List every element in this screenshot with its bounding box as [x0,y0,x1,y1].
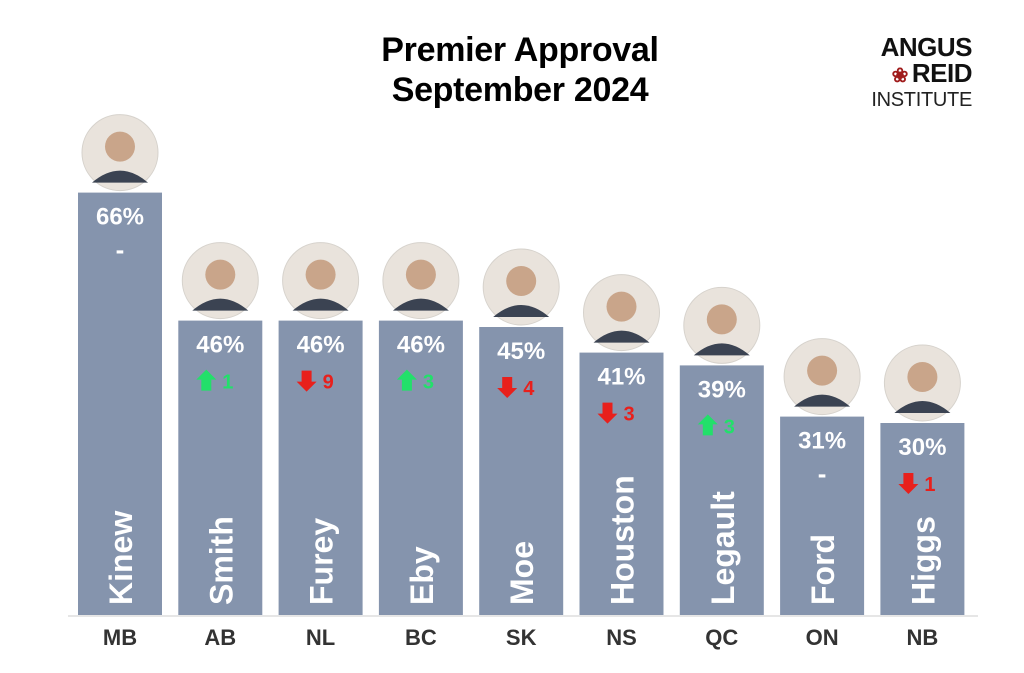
bar-bc [378,320,463,615]
change-label-sk: 4 [523,378,535,400]
premier-name-mb: Kinew [103,511,139,605]
change-label-ns: 3 [624,404,635,426]
value-label-ns: 41% [597,364,645,391]
premier-name-bc: Eby [404,546,440,605]
tick-label-on: ON [806,625,839,650]
avatar-face-ns [606,291,637,322]
value-label-qc: 39% [698,376,746,403]
change-label-nl: 9 [323,372,334,394]
value-label-nl: 46% [297,332,345,359]
tick-label-sk: SK [506,625,537,650]
avatar-face-on [807,355,838,386]
avatar-face-nb [907,362,938,392]
premier-name-qc: Legault [705,491,741,605]
premier-name-sk: Moe [504,541,540,605]
arrow-down-icon-nl [296,370,317,392]
avatar-face-mb [105,131,135,162]
avatar-face-ab [205,259,236,290]
avatar-body-ns [593,330,650,343]
value-label-on: 31% [798,428,846,455]
arrow-down-icon-sk [497,377,518,398]
value-label-nb: 30% [898,434,946,461]
bar-mb [78,192,162,615]
tick-label-nl: NL [306,625,335,650]
bar-on [780,416,865,615]
arrow-up-icon-bc [396,369,417,391]
premier-name-on: Ford [805,534,841,605]
bar-nl [278,320,363,615]
value-label-ab: 46% [196,332,244,359]
change-label-bc: 3 [423,372,434,394]
tick-label-qc: QC [705,625,738,650]
bar-nb [880,423,965,615]
avatar-body-on [794,394,851,407]
avatar-face-qc [706,304,737,335]
bar-ab [178,320,263,615]
tick-label-ab: AB [204,625,236,650]
arrow-down-icon-nb [898,473,919,494]
change-label-nb: 1 [924,474,935,496]
bar-sk [479,327,564,615]
change-label-on: - [818,459,827,489]
avatar-body-nb [894,401,951,413]
bar-ns [579,352,664,615]
title-line-2: September 2024 [391,71,649,109]
premier-name-ab: Smith [203,516,239,605]
premier-name-ns: Houston [605,475,641,605]
avatar-face-bc [405,259,436,290]
avatar-body-qc [693,343,750,356]
logo-line-2-wrap: ❀ REID [852,58,973,89]
logo-line-3: INSTITUTE [871,89,972,111]
avatar-body-nl [292,298,349,311]
value-label-mb: 66% [96,204,144,231]
logo-line-2: REID [911,58,973,88]
avatar-body-sk [493,305,550,317]
avatar-body-ab [192,298,249,311]
angus-reid-logo: ANGUS ❀ REID INSTITUTE [852,34,972,111]
tick-label-nb: NB [907,625,939,650]
avatar-face-sk [506,266,537,296]
value-label-bc: 46% [397,332,445,359]
avatar-body-mb [92,170,148,183]
arrow-up-icon-ab [196,369,217,391]
premier-name-nl: Furey [304,518,340,605]
tick-label-mb: MB [103,625,137,650]
change-label-qc: 3 [724,416,735,438]
bar-qc [679,365,764,615]
change-label-mb: - [116,235,125,265]
avatar-body-bc [392,298,449,311]
arrow-up-icon-qc [697,414,718,436]
title-line-1: Premier Approval [381,31,659,69]
arrow-down-icon-ns [597,402,618,424]
avatar-face-nl [305,259,336,290]
change-label-ab: 1 [222,372,233,394]
value-label-sk: 45% [497,338,545,365]
maple-leaf-icon: ❀ [891,65,909,87]
chart-title: Premier Approval September 2024 [300,30,740,110]
tick-label-ns: NS [606,625,637,650]
premier-name-nb: Higgs [905,516,941,605]
logo-line-1: ANGUS [880,32,973,62]
tick-label-bc: BC [405,625,437,650]
